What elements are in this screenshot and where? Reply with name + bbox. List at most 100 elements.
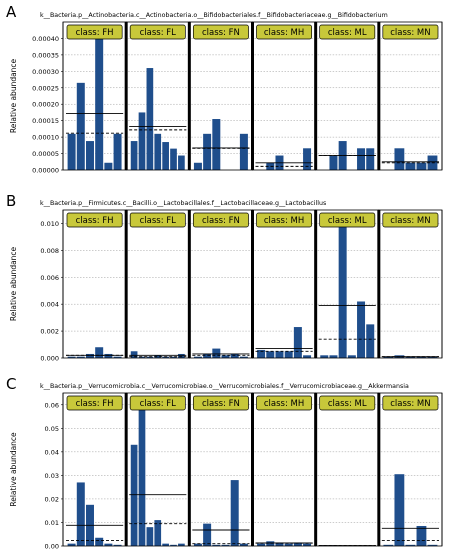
bar bbox=[230, 480, 239, 546]
bar bbox=[257, 543, 266, 546]
bar bbox=[303, 148, 312, 170]
bar bbox=[357, 301, 366, 358]
bar bbox=[266, 541, 275, 546]
bar bbox=[416, 162, 427, 170]
class-label: class: MN bbox=[390, 28, 430, 38]
bar bbox=[76, 82, 85, 170]
group-frame bbox=[125, 209, 190, 359]
y-axis-label: Relative abundance bbox=[9, 58, 18, 133]
class-label-box bbox=[192, 24, 249, 40]
y-tick-label: 0.05 bbox=[45, 425, 59, 433]
bar bbox=[162, 142, 169, 170]
bar bbox=[138, 409, 146, 546]
y-tick-label: 0.04 bbox=[45, 448, 59, 456]
bar bbox=[154, 355, 162, 358]
bar bbox=[347, 355, 356, 358]
group-frame bbox=[252, 21, 317, 171]
class-label: class: FL bbox=[140, 399, 177, 409]
bar bbox=[275, 351, 284, 358]
bar bbox=[146, 68, 154, 170]
group-class-mn: class: MN bbox=[378, 21, 443, 171]
y-tick-label: 0.00025 bbox=[32, 84, 59, 92]
group-class-fh: class: FH bbox=[62, 392, 127, 547]
group-frame bbox=[315, 392, 380, 547]
bar bbox=[85, 353, 94, 358]
bar bbox=[85, 141, 94, 170]
bar bbox=[239, 543, 248, 546]
bar bbox=[113, 133, 122, 170]
y-tick-label: 0.00040 bbox=[32, 35, 59, 43]
class-label-box bbox=[256, 212, 313, 228]
bar bbox=[170, 544, 177, 546]
group-frame bbox=[378, 21, 443, 171]
class-label: class: ML bbox=[328, 216, 367, 226]
bar bbox=[67, 133, 76, 170]
bar bbox=[329, 355, 338, 358]
bar bbox=[239, 356, 248, 358]
group-frame bbox=[315, 21, 380, 171]
bar bbox=[113, 356, 122, 358]
bar bbox=[203, 133, 212, 170]
class-label: class: FH bbox=[76, 216, 114, 226]
group-frame bbox=[188, 392, 253, 547]
class-label-box bbox=[382, 212, 439, 228]
y-tick-label: 0.06 bbox=[45, 401, 59, 409]
bar bbox=[193, 543, 202, 546]
bar bbox=[266, 351, 275, 358]
bar bbox=[230, 353, 239, 358]
panel-letter: A bbox=[6, 3, 17, 21]
bar bbox=[193, 162, 202, 170]
group-frame bbox=[62, 209, 127, 359]
group-class-fl: class: FL bbox=[125, 21, 190, 171]
bar bbox=[338, 216, 347, 358]
bar bbox=[130, 141, 138, 170]
bar bbox=[284, 543, 293, 546]
class-label: class: MN bbox=[390, 399, 430, 409]
y-tick-label: 0.02 bbox=[45, 495, 59, 503]
bar bbox=[113, 544, 122, 546]
bar bbox=[104, 162, 113, 170]
bar bbox=[170, 356, 177, 358]
bar bbox=[383, 544, 394, 546]
bar bbox=[257, 349, 266, 358]
class-label-box bbox=[66, 212, 123, 228]
class-label-box bbox=[192, 395, 249, 411]
bar bbox=[170, 148, 177, 170]
class-label-box bbox=[256, 395, 313, 411]
class-label: class: MN bbox=[390, 216, 430, 226]
bar bbox=[130, 444, 138, 546]
class-label: class: FH bbox=[76, 399, 114, 409]
group-class-ml: class: ML bbox=[315, 392, 380, 547]
y-tick-label: 0.00 bbox=[45, 543, 59, 550]
group-frame bbox=[378, 392, 443, 547]
class-label-box bbox=[256, 24, 313, 40]
group-frame bbox=[188, 209, 253, 359]
bar bbox=[104, 543, 113, 546]
bar bbox=[76, 356, 85, 358]
group-frame bbox=[252, 209, 317, 359]
panel-title: k__Bacteria.p__Firmicutes.c__Bacilli.o__… bbox=[40, 200, 326, 207]
y-tick-label: 0.000 bbox=[40, 355, 59, 363]
y-tick-label: 0.00020 bbox=[32, 101, 59, 109]
bar bbox=[104, 353, 113, 358]
bar bbox=[138, 112, 146, 170]
y-tick-label: 0.002 bbox=[40, 328, 59, 336]
bar bbox=[212, 544, 221, 546]
bar bbox=[416, 525, 427, 546]
bar bbox=[275, 542, 284, 546]
class-label-box bbox=[129, 24, 186, 40]
class-label: class: FH bbox=[76, 28, 114, 38]
bar bbox=[178, 155, 185, 170]
group-frame bbox=[62, 392, 127, 547]
group-frame bbox=[378, 209, 443, 359]
class-label: class: FL bbox=[140, 28, 177, 38]
y-tick-label: 0.006 bbox=[40, 274, 59, 282]
class-label: class: MH bbox=[264, 28, 304, 38]
bar bbox=[394, 474, 405, 546]
group-class-ml: class: ML bbox=[315, 209, 380, 359]
bar bbox=[146, 356, 154, 358]
bar bbox=[95, 38, 104, 170]
